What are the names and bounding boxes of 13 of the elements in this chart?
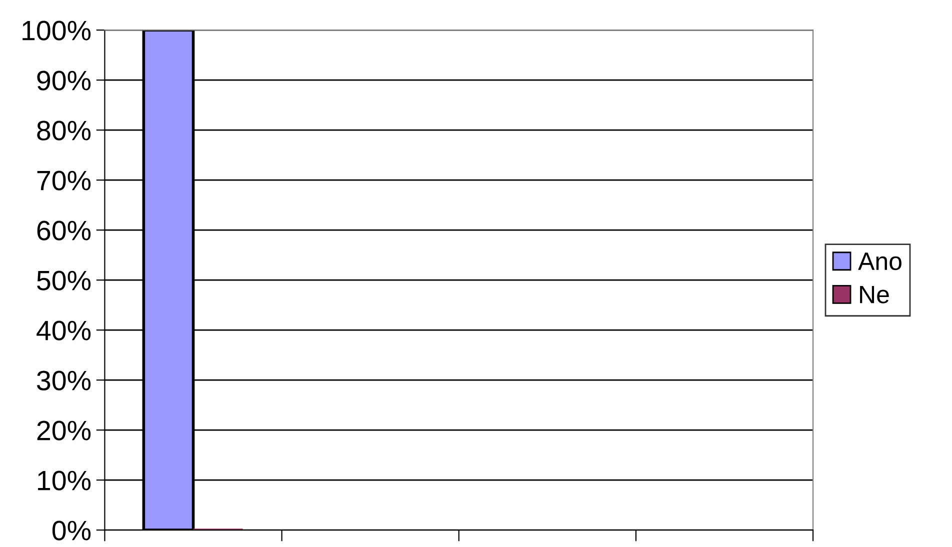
y-tick-label: 70% bbox=[37, 170, 91, 190]
legend-label: Ne bbox=[860, 286, 889, 304]
y-tick-label: 100% bbox=[22, 20, 91, 40]
y-tick-label: 30% bbox=[36, 370, 91, 390]
y-tick-label: 0% bbox=[52, 520, 91, 540]
legend-label: Ano bbox=[858, 252, 902, 270]
y-tick-label: 50% bbox=[37, 270, 91, 290]
y-tick-label: 10% bbox=[38, 470, 91, 490]
y-tick-label: 80% bbox=[37, 120, 91, 140]
y-tick-label: 60% bbox=[37, 220, 91, 240]
y-tick-label: 90% bbox=[37, 70, 91, 90]
y-tick-label: 40% bbox=[36, 320, 91, 340]
y-tick-label: 20% bbox=[37, 420, 91, 440]
